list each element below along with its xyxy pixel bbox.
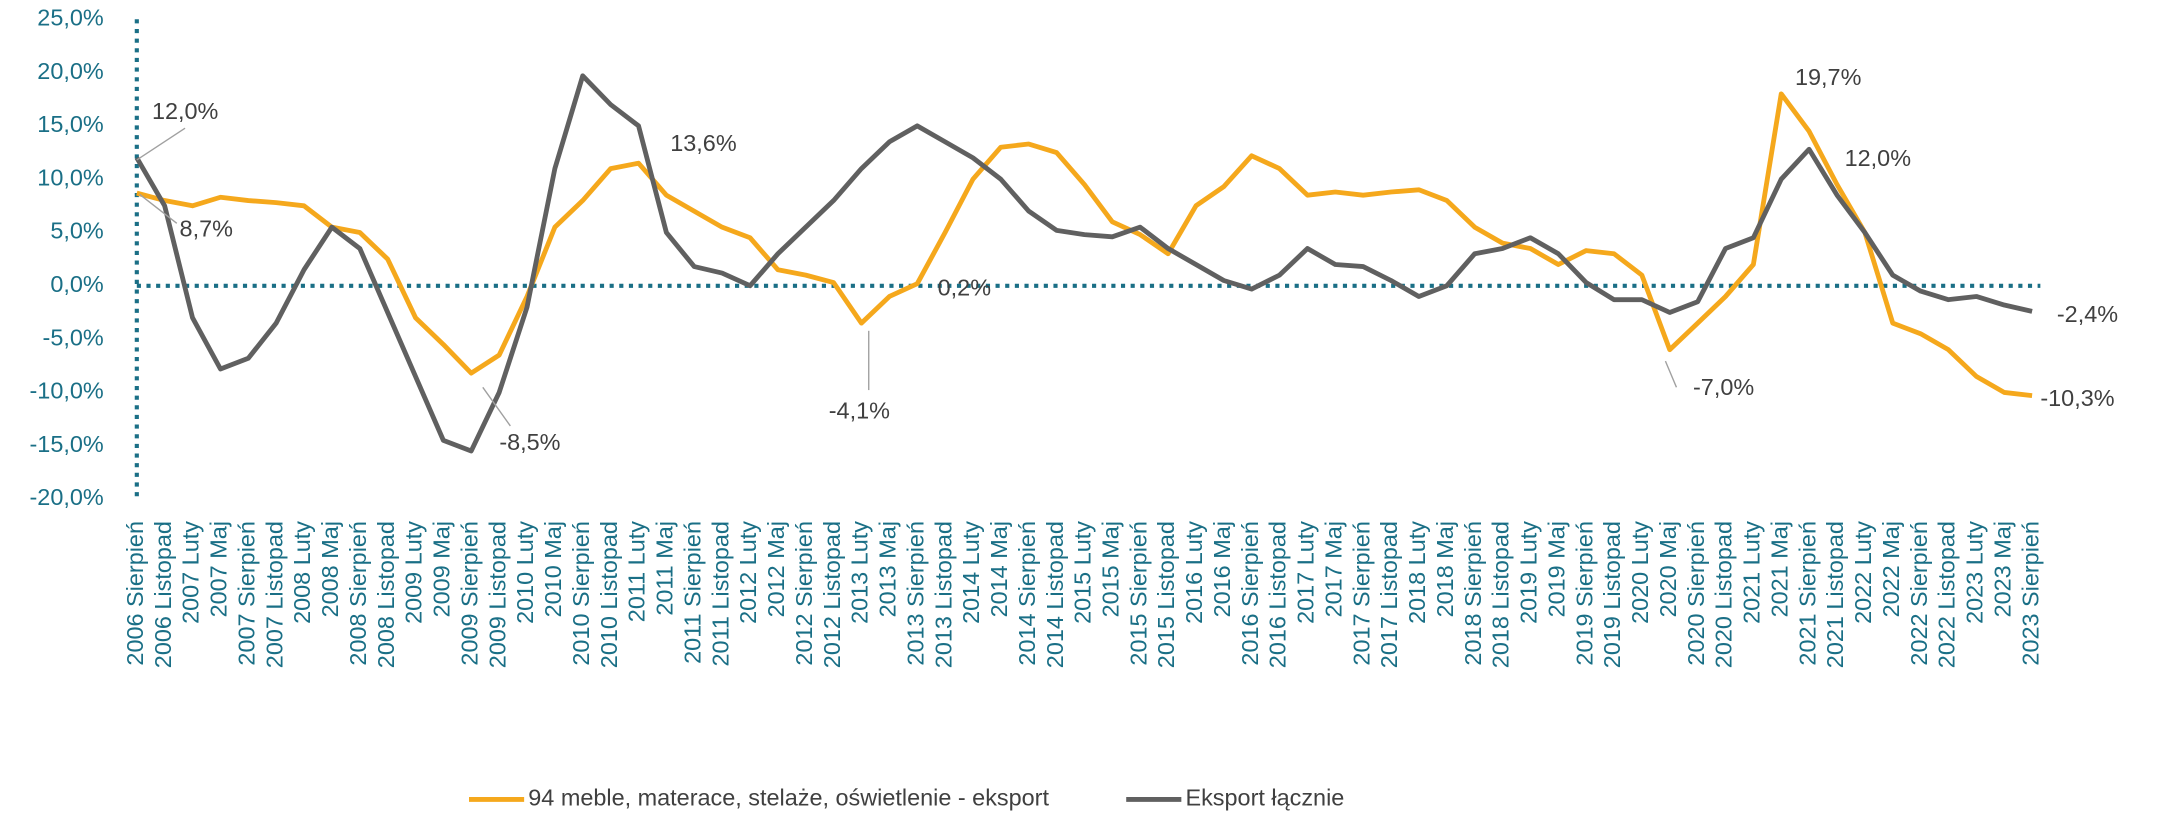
x-tick-label: 2019 Listopad	[1599, 521, 1625, 668]
y-tick-label: -10,0%	[30, 378, 104, 404]
x-tick-label: 2014 Listopad	[1042, 521, 1068, 668]
x-tick-label: 2021 Sierpień	[1794, 521, 1820, 666]
x-tick-label: 2022 Listopad	[1934, 521, 1960, 668]
annotation-leader	[136, 127, 186, 161]
x-tick-label: 2008 Maj	[317, 521, 343, 617]
series-line	[136, 91, 2033, 398]
x-tick-label: 2015 Maj	[1098, 521, 1124, 617]
x-tick-label: 2013 Listopad	[930, 521, 956, 668]
y-tick-label: -15,0%	[30, 431, 104, 457]
x-tick-label: 2022 Luty	[1850, 521, 1876, 624]
y-tick-label: 25,0%	[37, 4, 103, 30]
x-tick-label: 2023 Sierpień	[2017, 521, 2043, 666]
annotation: -10,3%	[2040, 385, 2114, 411]
y-tick-label: 20,0%	[37, 58, 103, 84]
x-tick-label: 2010 Sierpień	[568, 521, 594, 666]
legend-label: 94 meble, materace, stelaże, oświetlenie…	[528, 785, 1049, 811]
x-tick-label: 2009 Maj	[429, 521, 455, 617]
x-tick-label: 2009 Luty	[401, 521, 427, 624]
x-tick-label: 2016 Luty	[1181, 521, 1207, 624]
annotation: 19,7%	[1795, 64, 1861, 90]
annotation: 12,0%	[152, 98, 218, 124]
x-tick-label: 2012 Listopad	[819, 521, 845, 668]
x-tick-label: 2022 Maj	[1878, 521, 1904, 617]
x-tick-label: 2006 Listopad	[150, 521, 176, 668]
x-tick-label: 2007 Maj	[206, 521, 232, 617]
x-tick-label: 2018 Maj	[1432, 521, 1458, 617]
x-tick-label: 2020 Luty	[1627, 521, 1653, 624]
x-tick-label: 2011 Listopad	[707, 521, 733, 666]
x-tick-label: 2007 Sierpień	[233, 521, 259, 666]
x-tick-label: 2020 Maj	[1655, 521, 1681, 617]
x-tick-label: 2017 Listopad	[1376, 521, 1402, 668]
x-tick-label: 2014 Sierpień	[1014, 521, 1040, 666]
y-tick-label: 0,0%	[50, 271, 103, 297]
annotation-leader	[1664, 360, 1678, 388]
annotation: -4,1%	[829, 397, 890, 423]
x-tick-label: 2008 Listopad	[373, 521, 399, 668]
x-tick-label: 2010 Luty	[512, 521, 538, 624]
annotation: -7,0%	[1693, 374, 1754, 400]
x-tick-label: 2010 Listopad	[596, 521, 622, 668]
x-tick-label: 2007 Listopad	[261, 521, 287, 668]
y-tick-label: 15,0%	[37, 111, 103, 137]
x-tick-label: 2016 Maj	[1209, 521, 1235, 617]
x-tick-label: 2010 Maj	[540, 521, 566, 617]
x-tick-label: 2021 Listopad	[1822, 521, 1848, 668]
x-tick-label: 2012 Luty	[735, 521, 761, 624]
x-tick-label: 2013 Maj	[875, 521, 901, 617]
x-tick-label: 2019 Sierpień	[1571, 521, 1597, 666]
x-tick-label: 2015 Luty	[1070, 521, 1096, 624]
x-tick-label: 2013 Sierpień	[902, 521, 928, 666]
annotation: -2,4%	[2057, 301, 2118, 327]
annotation: 12,0%	[1845, 145, 1911, 171]
x-tick-label: 2011 Maj	[652, 521, 678, 616]
annotation-leader	[139, 193, 178, 224]
x-tick-label: 2011 Sierpień	[679, 521, 705, 664]
x-tick-label: 2017 Sierpień	[1348, 521, 1374, 666]
x-tick-label: 2017 Luty	[1293, 521, 1319, 624]
x-tick-label: 2009 Listopad	[484, 521, 510, 668]
x-tick-label: 2011 Luty	[624, 521, 650, 622]
x-tick-label: 2015 Listopad	[1153, 521, 1179, 668]
x-tick-label: 2018 Sierpień	[1460, 521, 1486, 666]
x-tick-label: 2020 Listopad	[1711, 521, 1737, 668]
y-tick-label: -5,0%	[43, 324, 104, 350]
x-tick-label: 2012 Maj	[763, 521, 789, 617]
x-tick-label: 2017 Maj	[1320, 521, 1346, 617]
x-tick-label: 2019 Luty	[1516, 521, 1542, 624]
x-tick-label: 2021 Luty	[1739, 521, 1765, 624]
annotation: -8,5%	[499, 429, 560, 455]
x-tick-label: 2016 Sierpień	[1237, 521, 1263, 666]
x-tick-label: 2018 Luty	[1404, 521, 1430, 624]
x-tick-label: 2023 Maj	[1989, 521, 2015, 617]
annotation-leader	[482, 386, 511, 427]
annotation: 8,7%	[180, 215, 233, 241]
x-tick-label: 2016 Listopad	[1265, 521, 1291, 668]
x-tick-label: 2009 Sierpień	[456, 521, 482, 666]
x-tick-label: 2021 Maj	[1766, 521, 1792, 617]
y-tick-label: 10,0%	[37, 164, 103, 190]
x-tick-label: 2020 Sierpień	[1683, 521, 1709, 666]
x-tick-label: 2013 Luty	[847, 521, 873, 624]
x-tick-label: 2018 Listopad	[1488, 521, 1514, 668]
x-tick-label: 2012 Sierpień	[791, 521, 817, 666]
legend-label: Eksport łącznie	[1185, 785, 1344, 811]
x-tick-label: 2014 Luty	[958, 521, 984, 624]
x-tick-label: 2006 Sierpień	[122, 521, 148, 666]
x-tick-label: 2008 Sierpień	[345, 521, 371, 666]
annotation: 13,6%	[670, 130, 736, 156]
x-tick-label: 2019 Maj	[1543, 521, 1569, 617]
annotation: 0,2%	[938, 275, 991, 301]
y-tick-label: -20,0%	[30, 484, 104, 510]
x-tick-label: 2022 Sierpień	[1906, 521, 1932, 666]
x-tick-label: 2015 Sierpień	[1125, 521, 1151, 666]
x-tick-label: 2008 Luty	[289, 521, 315, 624]
x-tick-label: 2007 Luty	[178, 521, 204, 624]
x-tick-label: 2014 Maj	[986, 521, 1012, 617]
series-line	[134, 73, 2033, 454]
y-tick-label: 5,0%	[50, 218, 103, 244]
x-tick-label: 2023 Luty	[1962, 521, 1988, 624]
